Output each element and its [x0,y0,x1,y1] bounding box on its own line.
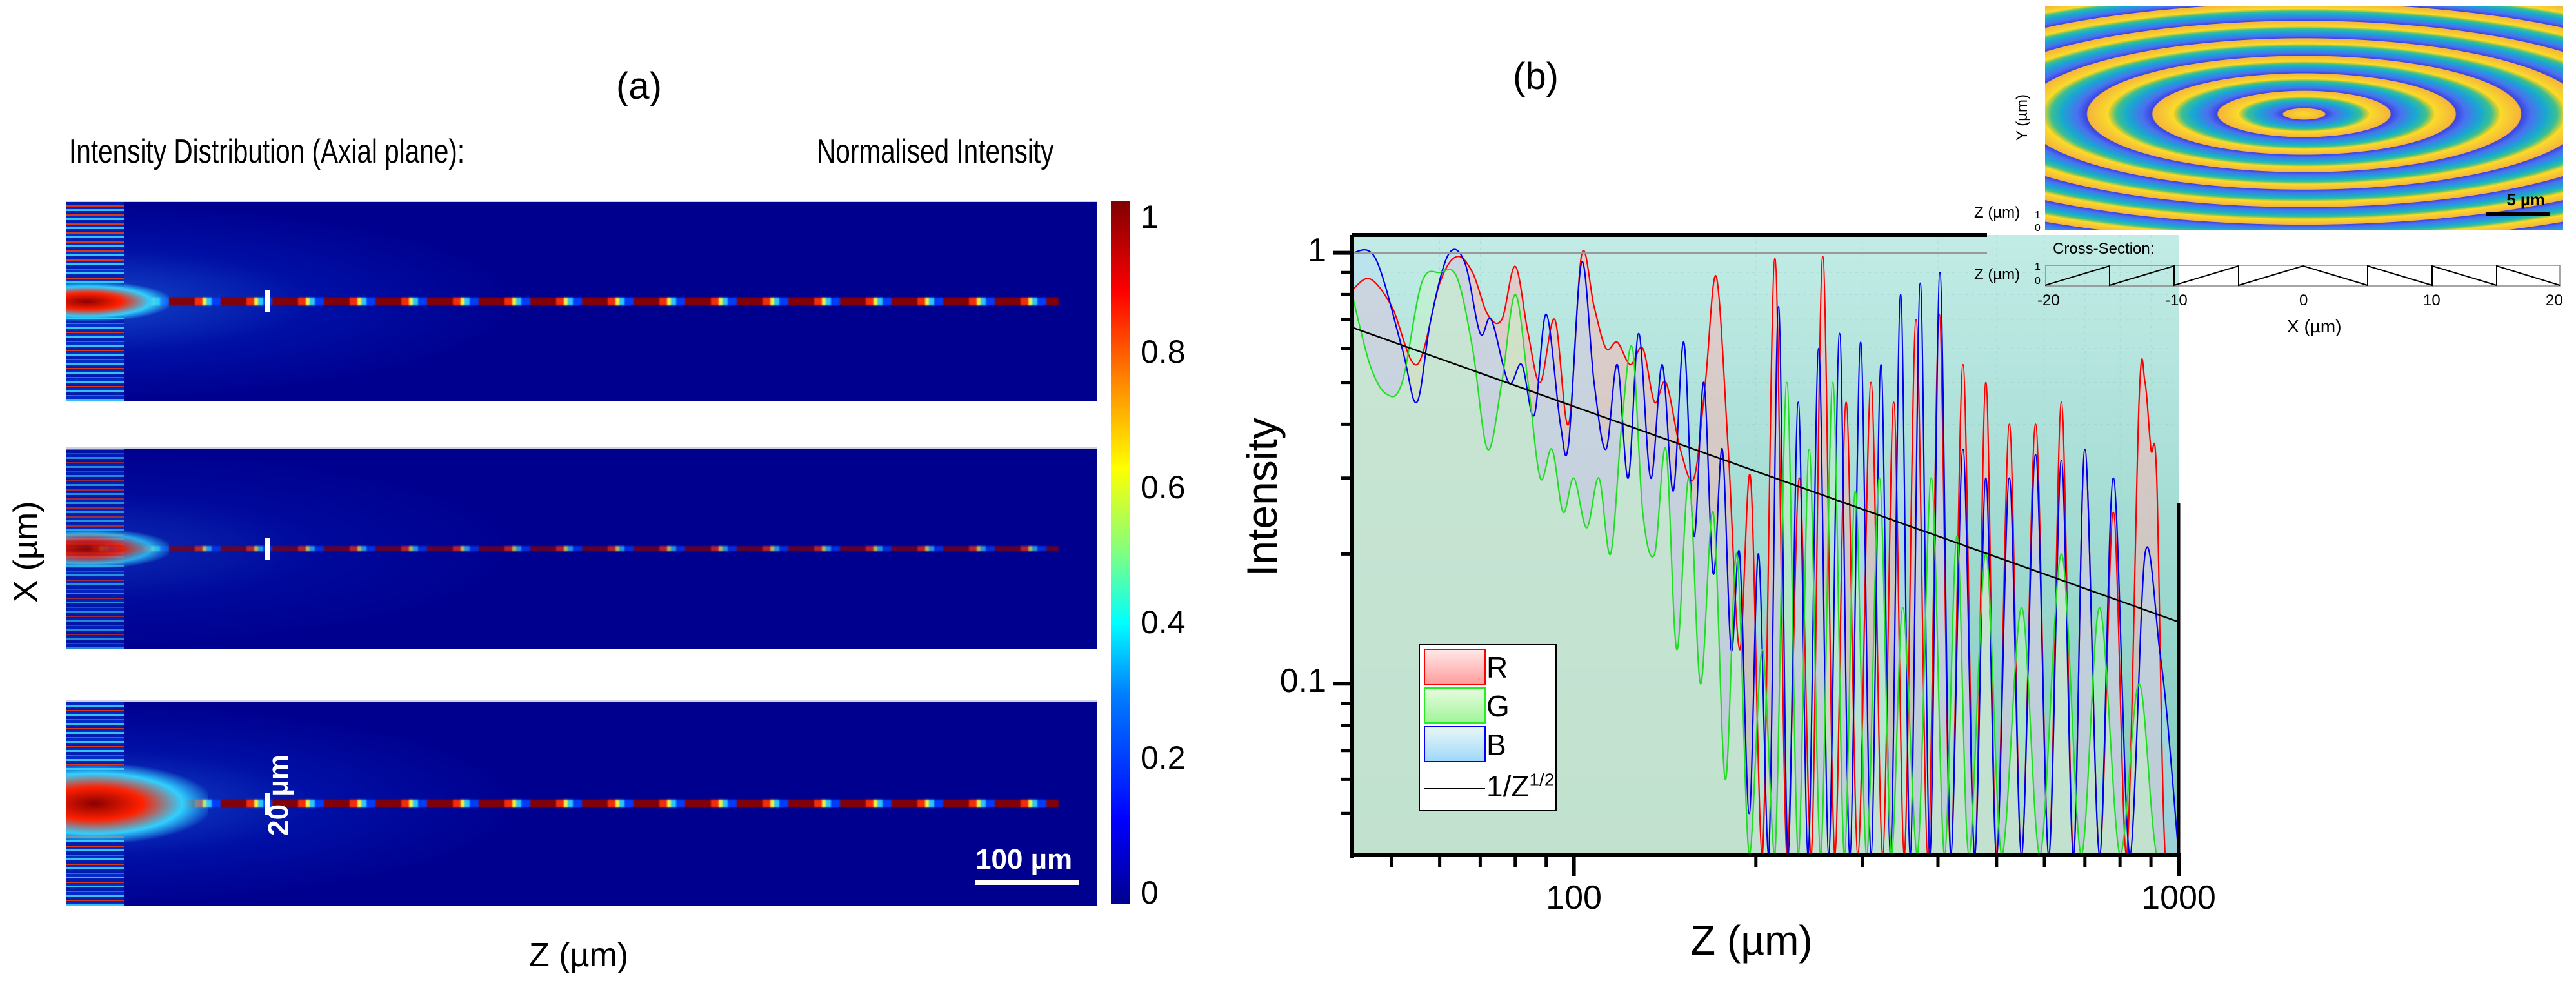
plot-ylabel: Intensity [1238,418,1286,576]
x-tick-label: 100 [1546,879,1602,917]
cs-xlabel: X (µm) [2287,316,2342,336]
x-tick-label: 1000 [2141,879,2216,917]
cross-section-profile [2045,265,2561,287]
inset-z-tick: 1 [2035,210,2041,221]
heatmap-title: Intensity Distribution (Axial plane): [69,133,465,170]
colorbar-tick: 0.4 [1141,604,1186,640]
width-marker [265,793,270,815]
colorbar-tick: 0.8 [1141,334,1186,370]
legend-label-ref: 1/Z1/2 [1486,769,1555,803]
scale-bar-100um-label: 100 µm [975,844,1073,875]
reference-line-inv-sqrt-z [1352,327,2179,623]
inset-scale-label: 5 µm [2506,190,2545,209]
inset-z-label: Z (µm) [1974,204,2021,221]
legend-label-r: R [1486,651,1508,684]
cs-z-label: Z (µm) [1974,266,2021,283]
heatmap-red [66,201,1097,401]
lens-phase-map: 5 µm [2045,6,2563,230]
legend-swatch-g [1424,687,1486,724]
inset-ylabel: Y (µm) [2013,94,2031,141]
cs-z-tick: 1 [2035,261,2041,272]
colorbar-tick: 0.6 [1141,469,1186,505]
colorbar-title: Normalised Intensity [817,133,1054,170]
cs-z-tick: 0 [2035,276,2041,287]
width-marker [265,290,270,312]
plot-xlabel: Z (µm) [1690,917,1813,964]
legend-label-b: B [1486,728,1506,762]
cs-x-tick: -20 [2037,292,2060,309]
colorbar-tick: 0 [1141,875,1159,911]
colorbar-tick: 0.2 [1141,740,1186,776]
colorbar-tick: 1 [1141,199,1159,235]
legend-label-g: G [1486,689,1510,723]
legend: R G B 1/Z1/2 [1419,644,1557,811]
cs-x-tick: 20 [2546,292,2563,309]
scale-bar-100um [975,880,1079,885]
y-tick-label: 1 [1308,231,1326,269]
inset-scale-bar [2486,212,2550,216]
series-g-line [1352,269,2179,855]
cross-section-title: Cross-Section: [2053,240,2155,258]
cs-x-tick: 10 [2423,292,2441,309]
panel-b-label: (b) [1513,56,1559,97]
legend-swatch-b [1424,726,1486,762]
heatmap-blue: 20 µm 100 µm [66,700,1097,906]
y-tick-label: 0.1 [1279,662,1326,700]
series-g-area [1352,269,2179,855]
legend-swatch-r [1424,649,1486,685]
inset-z-tick: 0 [2035,223,2041,234]
heatmap-xlabel: Z (µm) [529,937,629,974]
colorbar [1111,201,1130,904]
cs-x-tick: -10 [2165,292,2188,309]
width-marker [265,538,270,560]
series-b-line [1352,248,2179,855]
panel-a-label: (a) [616,65,662,107]
heatmap-green [66,447,1097,649]
cs-x-tick: 0 [2299,292,2308,309]
legend-line-ref [1424,788,1485,789]
